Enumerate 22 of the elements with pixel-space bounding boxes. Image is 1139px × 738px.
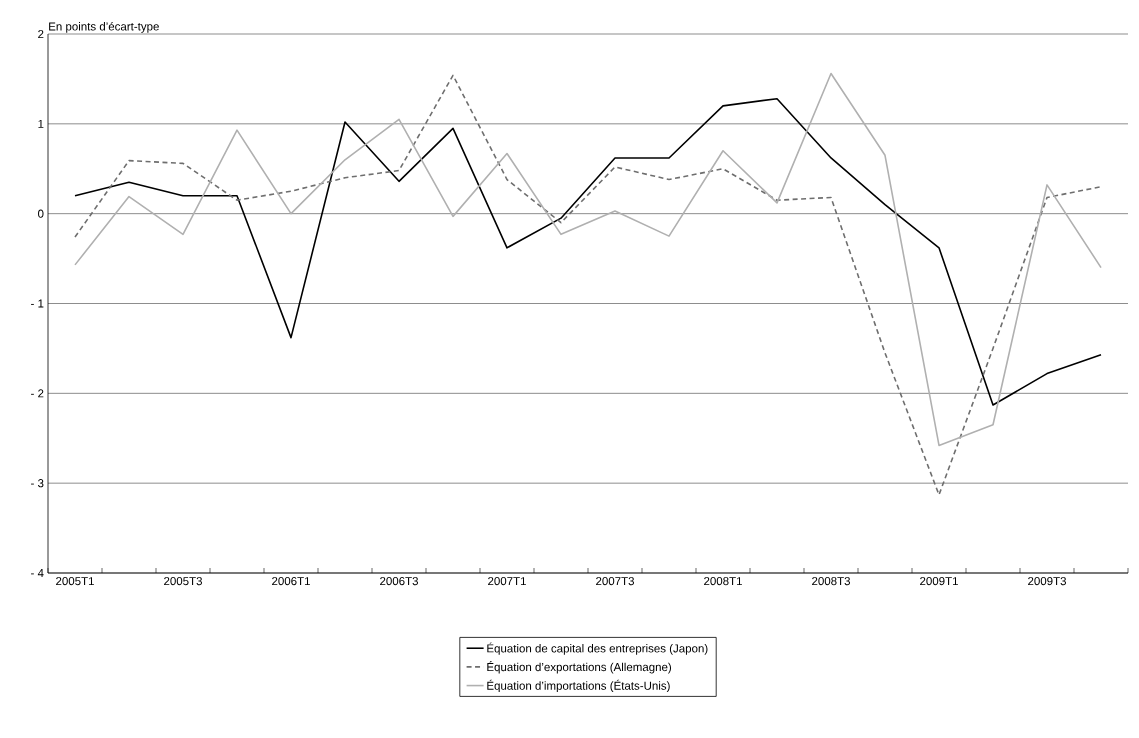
y-tick-label: 2 — [38, 29, 44, 39]
y-tick-label: - 3 — [31, 479, 44, 488]
legend-label: Équation de capital des entreprises (Japon) — [487, 642, 708, 655]
x-tick-label: 2006T3 — [380, 577, 418, 586]
x-tick-label: 2006T1 — [272, 577, 310, 586]
y-axis-title: En points d’écart-type — [49, 21, 159, 33]
x-tick-label: 2005T1 — [56, 577, 94, 586]
x-tick-label: 2008T1 — [704, 577, 742, 586]
legend-label: Équation d’importations (États-Unis) — [487, 679, 670, 693]
y-tick-label: - 4 — [31, 569, 44, 577]
y-tick-label: 0 — [38, 209, 44, 218]
legend-label: Équation d’exportations (Allemagne) — [487, 661, 672, 674]
y-tick-label: 1 — [38, 119, 44, 128]
x-tick-label: 2009T1 — [920, 577, 958, 586]
x-tick-label: 2008T3 — [812, 577, 850, 586]
x-tick-label: 2005T3 — [164, 577, 202, 586]
x-tick-label: 2007T1 — [488, 577, 526, 586]
x-tick-label: 2009T3 — [1028, 577, 1066, 586]
y-tick-label: - 2 — [31, 389, 44, 398]
y-tick-label: - 1 — [31, 299, 44, 308]
line-series — [74, 97, 1102, 406]
x-tick-label: 2007T3 — [596, 577, 634, 586]
